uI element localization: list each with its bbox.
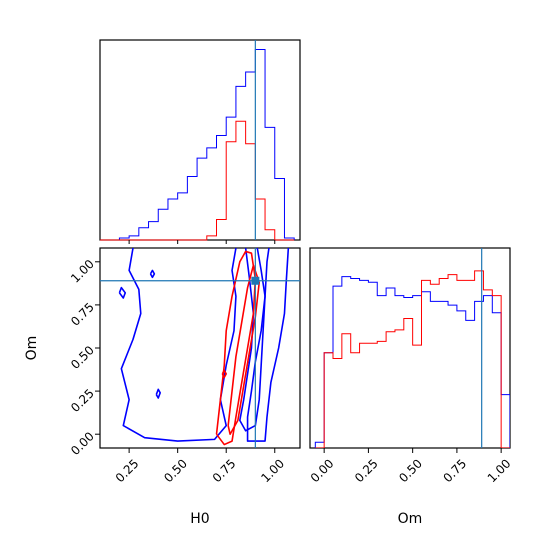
h0-xtick-label-3: 1.00 bbox=[258, 456, 287, 485]
blue-contour-3 bbox=[118, 286, 127, 299]
blue-contour-2 bbox=[239, 248, 270, 432]
h0-xtick-label-1: 0.50 bbox=[161, 456, 190, 485]
h0-xtick-label-2: 0.75 bbox=[210, 456, 239, 485]
x-axis-label-om: Om bbox=[398, 511, 423, 527]
red-contour-2 bbox=[221, 369, 228, 379]
om-xtick-label-4: 1.00 bbox=[485, 456, 514, 485]
om-xtick-label-2: 0.50 bbox=[396, 456, 425, 485]
om-ytick-label-3: 0.75 bbox=[68, 300, 97, 329]
h0-histogram-red-series bbox=[100, 120, 295, 241]
x-axis-label-h0: H0 bbox=[190, 511, 209, 527]
h0-histogram-blue-series bbox=[100, 49, 295, 241]
om-histogram-blue-series bbox=[314, 276, 510, 448]
truth-marker bbox=[251, 276, 260, 285]
h0-histogram-frame bbox=[99, 39, 301, 241]
om-histogram-red-series bbox=[315, 270, 510, 448]
om-ytick-label-2: 0.50 bbox=[68, 343, 97, 372]
blue-contour-5 bbox=[155, 388, 161, 399]
om-xtick-label-3: 0.75 bbox=[440, 456, 469, 485]
om-ytick-label-4: 1.00 bbox=[68, 257, 97, 286]
om-xtick-label-0: 0.00 bbox=[308, 456, 337, 485]
blue-contour-4 bbox=[149, 269, 156, 279]
om-xtick-label-1: 0.25 bbox=[352, 456, 381, 485]
blue-contour-0 bbox=[120, 248, 237, 442]
y-axis-label-om: Om bbox=[24, 336, 40, 361]
om-histogram-frame bbox=[309, 247, 511, 449]
om-ytick-label-0: 0.00 bbox=[68, 429, 97, 458]
h0-xtick-label-0: 0.25 bbox=[113, 456, 142, 485]
om-ytick-label-1: 0.25 bbox=[68, 386, 97, 415]
